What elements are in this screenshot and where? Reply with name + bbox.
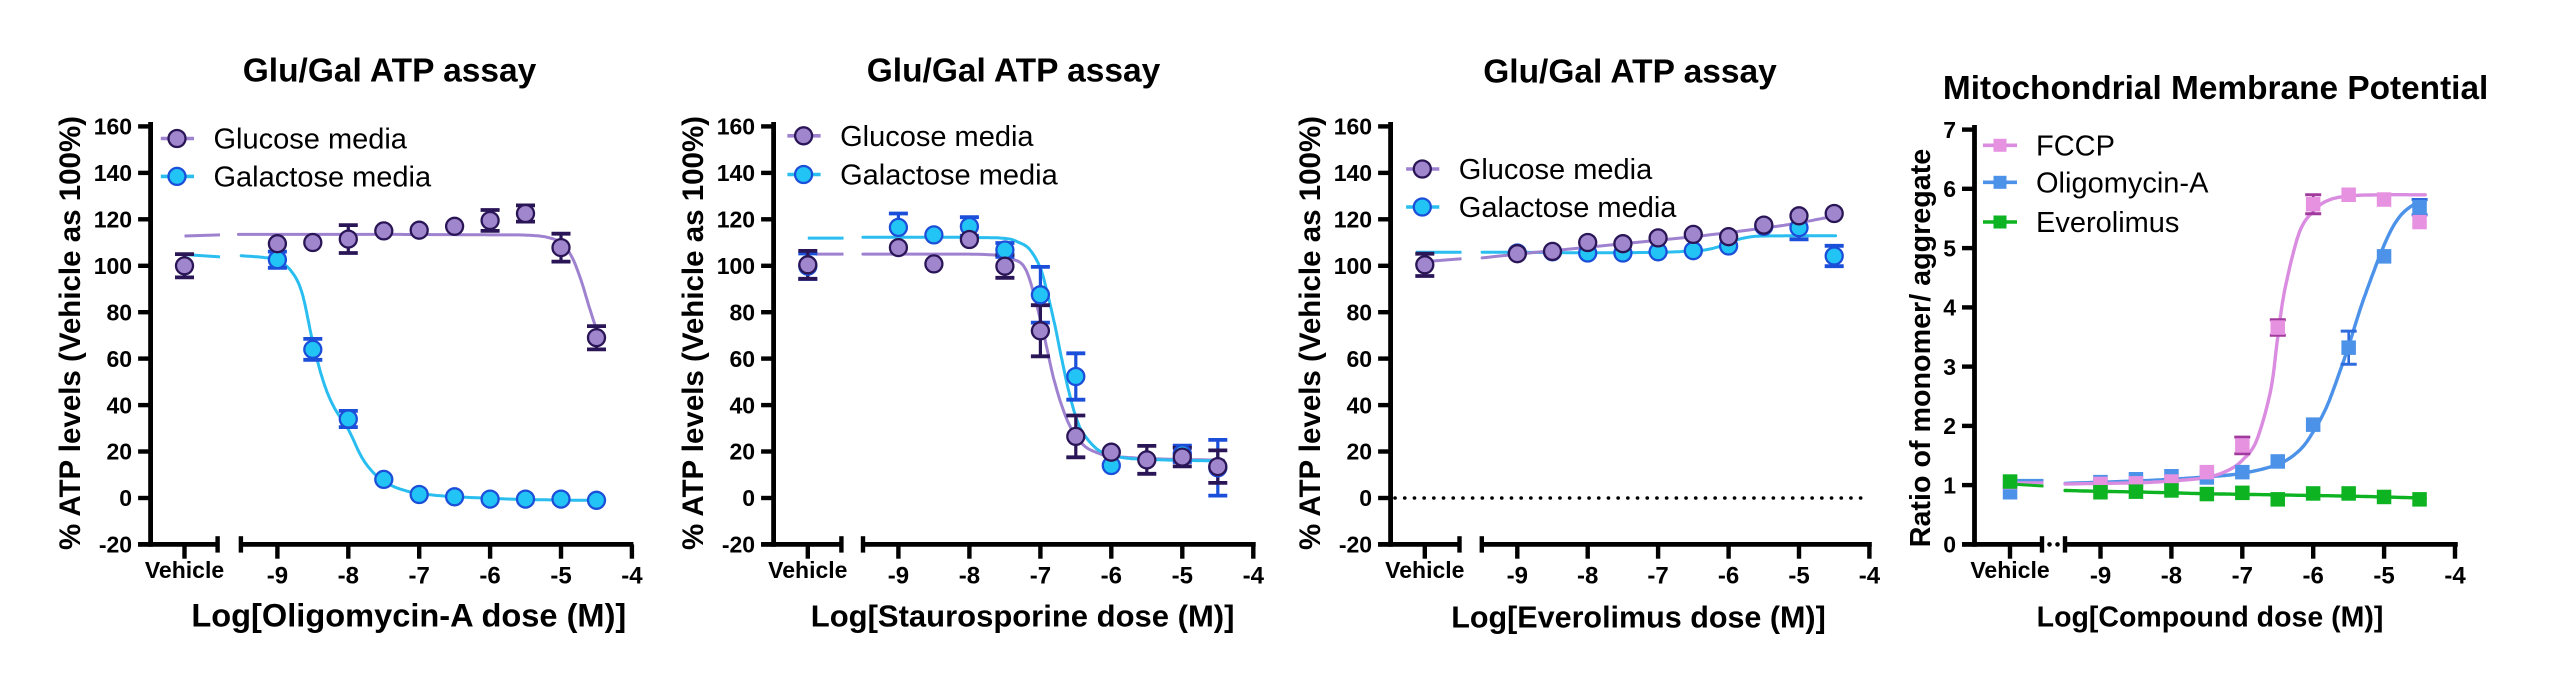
- svg-text:Everolimus: Everolimus: [2036, 207, 2179, 239]
- svg-text:140: 140: [1334, 160, 1372, 186]
- svg-text:60: 60: [730, 346, 756, 372]
- svg-text:0: 0: [119, 485, 132, 511]
- svg-text:-7: -7: [1030, 562, 1051, 589]
- svg-text:Glucose media: Glucose media: [214, 124, 408, 156]
- svg-text:0: 0: [1359, 485, 1372, 511]
- svg-text:-5: -5: [2373, 562, 2394, 589]
- svg-text:Vehicle: Vehicle: [145, 557, 224, 583]
- svg-text:% ATP levels (Vehicle as 100%): % ATP levels (Vehicle as 100%): [1294, 116, 1327, 550]
- svg-text:-7: -7: [409, 562, 430, 589]
- svg-text:20: 20: [1347, 439, 1373, 465]
- svg-text:% ATP levels (Vehicle as 100%): % ATP levels (Vehicle as 100%): [54, 116, 87, 550]
- svg-text:-5: -5: [1172, 562, 1193, 589]
- svg-text:40: 40: [730, 392, 756, 418]
- svg-text:140: 140: [94, 160, 132, 186]
- svg-text:60: 60: [107, 346, 133, 372]
- svg-text:-8: -8: [338, 562, 359, 589]
- svg-text:100: 100: [717, 253, 755, 279]
- svg-text:5: 5: [1943, 235, 1956, 261]
- svg-text:Mitochondrial Membrane Potenti: Mitochondrial Membrane Potential: [1943, 70, 2488, 107]
- svg-text:80: 80: [730, 299, 756, 325]
- svg-text:-9: -9: [1507, 562, 1528, 589]
- svg-text:% ATP levels (Vehicle as 100%): % ATP levels (Vehicle as 100%): [677, 116, 710, 550]
- svg-text:Log[Compound dose (M)]: Log[Compound dose (M)]: [2037, 602, 2384, 634]
- svg-text:-4: -4: [2444, 562, 2466, 589]
- svg-text:FCCP: FCCP: [2036, 131, 2115, 163]
- svg-text:-8: -8: [2161, 562, 2182, 589]
- svg-text:-6: -6: [1718, 562, 1739, 589]
- svg-text:140: 140: [717, 160, 755, 186]
- svg-text:Galactose media: Galactose media: [1459, 192, 1677, 224]
- svg-text:4: 4: [1943, 295, 1956, 321]
- svg-text:-20: -20: [99, 532, 132, 558]
- svg-text:Galactose media: Galactose media: [840, 160, 1058, 192]
- svg-text:100: 100: [1334, 253, 1372, 279]
- svg-text:-9: -9: [267, 562, 288, 589]
- svg-text:Vehicle: Vehicle: [768, 557, 847, 583]
- svg-text:3: 3: [1943, 354, 1956, 380]
- svg-text:Vehicle: Vehicle: [1385, 557, 1464, 583]
- svg-text:80: 80: [107, 299, 133, 325]
- svg-text:100: 100: [94, 253, 132, 279]
- svg-text:120: 120: [94, 207, 132, 233]
- svg-text:-9: -9: [2090, 562, 2111, 589]
- svg-text:Oligomycin-A: Oligomycin-A: [2036, 168, 2209, 200]
- svg-text:-5: -5: [1788, 562, 1809, 589]
- svg-text:-8: -8: [1577, 562, 1598, 589]
- svg-text:-8: -8: [959, 562, 980, 589]
- svg-text:20: 20: [107, 439, 133, 465]
- svg-text:0: 0: [742, 485, 755, 511]
- svg-text:Glu/Gal ATP assay: Glu/Gal ATP assay: [867, 53, 1161, 90]
- svg-text:-6: -6: [1101, 562, 1122, 589]
- svg-text:-20: -20: [1339, 532, 1372, 558]
- svg-text:-6: -6: [479, 562, 500, 589]
- svg-text:Glucose media: Glucose media: [1459, 154, 1653, 186]
- svg-text:120: 120: [717, 207, 755, 233]
- svg-text:-4: -4: [1859, 562, 1881, 589]
- svg-text:7: 7: [1943, 117, 1956, 143]
- svg-text:Vehicle: Vehicle: [1970, 557, 2049, 583]
- svg-text:Log[Staurosporine dose (M)]: Log[Staurosporine dose (M)]: [811, 599, 1235, 634]
- svg-text:120: 120: [1334, 207, 1372, 233]
- svg-text:Galactose media: Galactose media: [214, 162, 432, 194]
- svg-text:-5: -5: [550, 562, 571, 589]
- svg-text:2: 2: [1943, 413, 1956, 439]
- svg-text:-4: -4: [1243, 562, 1265, 589]
- svg-text:-9: -9: [888, 562, 909, 589]
- svg-text:160: 160: [1334, 114, 1372, 140]
- svg-text:6: 6: [1943, 176, 1956, 202]
- svg-text:Glu/Gal ATP assay: Glu/Gal ATP assay: [1483, 54, 1777, 91]
- svg-text:-20: -20: [722, 532, 755, 558]
- svg-text:-7: -7: [1647, 562, 1668, 589]
- svg-text:-4: -4: [621, 562, 643, 589]
- svg-text:Log[Oligomycin-A dose (M)]: Log[Oligomycin-A dose (M)]: [191, 597, 626, 634]
- svg-text:80: 80: [1347, 299, 1373, 325]
- svg-text:Glucose media: Glucose media: [840, 121, 1034, 153]
- svg-text:-7: -7: [2232, 562, 2253, 589]
- svg-text:Log[Everolimus dose (M)]: Log[Everolimus dose (M)]: [1451, 601, 1826, 635]
- svg-text:0: 0: [1943, 532, 1956, 558]
- svg-text:Glu/Gal ATP assay: Glu/Gal ATP assay: [243, 53, 537, 90]
- svg-text:160: 160: [94, 114, 132, 140]
- svg-text:40: 40: [107, 392, 133, 418]
- svg-text:20: 20: [730, 439, 756, 465]
- svg-text:1: 1: [1943, 472, 1956, 498]
- svg-text:Ratio of monomer/ aggregate: Ratio of monomer/ aggregate: [1905, 149, 1937, 548]
- svg-text:60: 60: [1347, 346, 1373, 372]
- svg-text:40: 40: [1347, 392, 1373, 418]
- svg-text:-6: -6: [2303, 562, 2324, 589]
- svg-text:160: 160: [717, 114, 755, 140]
